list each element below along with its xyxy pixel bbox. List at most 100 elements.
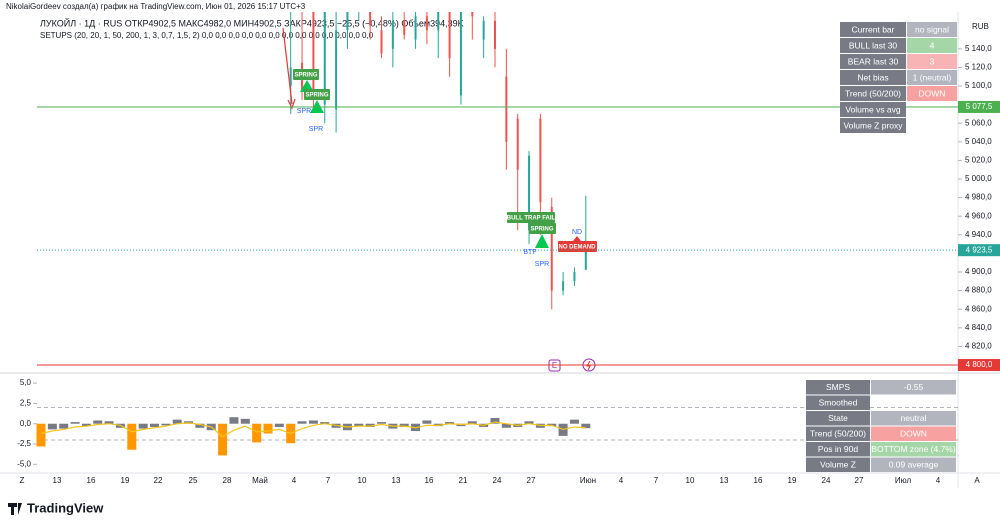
table-label-cell — [806, 395, 870, 410]
currency: RUB — [972, 22, 989, 31]
candle-body — [380, 30, 383, 54]
signal-label: SPRING — [530, 227, 553, 233]
signal-box — [293, 69, 319, 80]
signal-box — [558, 241, 597, 252]
candle-body — [448, 12, 451, 59]
histogram-bar — [47, 423, 57, 430]
candle-body — [346, 12, 349, 31]
signal-label: SPRING — [305, 93, 328, 99]
x-tick-label: 16 — [87, 476, 96, 485]
x-tick-label: 19 — [788, 476, 797, 485]
histogram-bar — [127, 423, 137, 450]
candle-body — [562, 281, 565, 291]
histogram-bar — [104, 421, 114, 424]
price-tag — [958, 244, 1000, 257]
table-value-cell — [907, 38, 957, 53]
histogram-bar — [138, 423, 148, 429]
table-value-cell — [871, 426, 956, 441]
x-tick-label: 22 — [154, 476, 163, 485]
histogram-bar — [81, 423, 91, 427]
symbol-legend[interactable]: ЛУКОЙЛ · 1Д · RUS ОТКР4902,5 МАКС4982,0 … — [40, 17, 464, 28]
x-tick-label: 13 — [720, 476, 729, 485]
table-value: BOTTOM zone (4.7%) — [871, 444, 956, 454]
x-tick-label: 24 — [493, 476, 502, 485]
signal-box — [529, 223, 556, 234]
table-value: DOWN — [900, 429, 927, 439]
x-tick-label: Июл — [895, 476, 912, 485]
signal-text: BTF — [523, 249, 536, 256]
candle-body — [414, 16, 417, 40]
histogram-bar — [365, 423, 375, 427]
y-tick-label: 4 940,0 — [965, 230, 992, 239]
table-label: Volume Z — [820, 460, 856, 470]
histogram-bar — [445, 422, 455, 424]
candle-body — [323, 12, 326, 105]
table-label: Trend (50/200) — [810, 429, 866, 439]
table-value-cell — [907, 70, 957, 85]
histogram-bar — [274, 423, 284, 427]
y-tick-label: -2,5 — [17, 439, 31, 448]
table-value-cell — [907, 22, 957, 37]
histogram-bar — [263, 423, 273, 434]
table-label-cell — [840, 54, 906, 69]
x-tick-label: Июн — [580, 476, 596, 485]
table-label-cell — [806, 411, 870, 426]
y-tick-label: 4 960,0 — [965, 211, 992, 220]
candle-body — [459, 12, 462, 96]
x-tick-label: Май — [252, 476, 268, 485]
table-value: 3 — [930, 56, 935, 66]
table-label: Pos in 90d — [818, 444, 858, 454]
table-value: 0.09 average — [889, 460, 939, 470]
histogram-bar — [524, 421, 534, 424]
table-label: Net bias — [857, 72, 888, 82]
table-value: DOWN — [919, 88, 946, 98]
table-label-cell — [806, 457, 870, 472]
y-tick-label: 5 000,0 — [965, 174, 992, 183]
table-value: 4 — [930, 40, 935, 50]
histogram-bar — [377, 422, 386, 424]
table-value-cell — [871, 411, 956, 426]
table-label-cell — [840, 102, 906, 117]
table-label: Volume Z proxy — [843, 120, 903, 130]
histogram-bar — [70, 422, 80, 424]
table-value: no signal — [915, 24, 949, 34]
logo-text: TradingView — [27, 500, 104, 515]
histogram-bar — [161, 423, 171, 426]
histogram-bar — [240, 418, 250, 424]
event-label[interactable]: E — [552, 361, 557, 370]
histogram-bar — [218, 423, 228, 456]
x-tick-label: 19 — [121, 476, 130, 485]
histogram-bar — [93, 420, 103, 424]
signal-text: ND — [572, 229, 582, 236]
attribution: NikolaiGordeev создал(а) график на Tradi… — [6, 2, 306, 11]
x-tick-label: 7 — [654, 476, 659, 485]
candle-body — [573, 272, 576, 282]
histogram-bar — [399, 423, 409, 427]
setups-legend[interactable]: SETUPS (20, 20, 1, 50, 200, 1, 3, 0,7, 1… — [40, 31, 374, 40]
histogram-bar — [308, 420, 318, 424]
candle-body — [437, 12, 440, 31]
table-label: SMPS — [826, 382, 850, 392]
histogram-bar — [569, 419, 579, 424]
dividend-icon — [586, 360, 591, 371]
x-tick-label: Z — [20, 476, 25, 485]
histogram-bar — [297, 421, 307, 424]
x-tick-label: 24 — [822, 476, 831, 485]
candle-body — [494, 20, 496, 49]
histogram-bar — [36, 423, 46, 447]
candle-body — [369, 12, 372, 26]
signal-triangle — [535, 234, 549, 248]
price-tag-label: 5 077,5 — [966, 102, 993, 111]
table-label-cell — [806, 380, 870, 395]
y-tick-label: 4 900,0 — [965, 267, 992, 276]
x-tick-label: A — [974, 476, 980, 485]
table-label: Volume vs avg — [845, 104, 901, 114]
candle-body — [403, 20, 406, 35]
y-tick-label: 5 140,0 — [965, 44, 992, 53]
table-label-cell — [840, 118, 906, 133]
candle-body — [528, 155, 531, 231]
histogram-bar — [59, 423, 69, 429]
y-tick-label: 0,0 — [20, 419, 32, 428]
signal-label: NO DEMAND — [559, 245, 597, 251]
